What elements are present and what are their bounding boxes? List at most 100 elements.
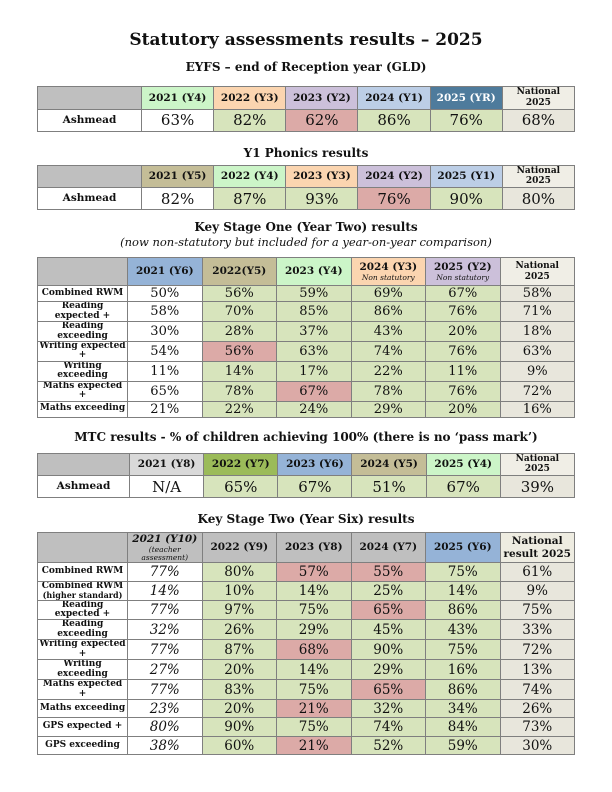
data-cell: 14% bbox=[425, 580, 501, 601]
table-row: Maths exceeding 23% 20% 21% 32% 34% 26% bbox=[37, 698, 575, 719]
row-label-text: Writing expected + bbox=[39, 639, 126, 659]
data-cell: 45% bbox=[350, 619, 426, 641]
section-ks1: Key Stage One (Year Two) results (now no… bbox=[0, 220, 612, 418]
data-cell: 67% bbox=[277, 475, 353, 499]
table-row: Writing expected +54% 56% 63% 74% 76% 63% bbox=[37, 340, 575, 362]
data-cell: 20% bbox=[201, 698, 277, 719]
col-header-note: (teacher assessment) bbox=[141, 544, 189, 562]
col-header: 2022 (Y7) bbox=[203, 452, 279, 477]
row-label-text: Maths exceeding bbox=[39, 403, 126, 414]
data-cell: 93% bbox=[285, 187, 359, 211]
col-header: National 2025 bbox=[499, 257, 575, 287]
col-header-label: 2021 (Y4) bbox=[148, 91, 207, 104]
ks1-results-table: 2021 (Y6) 2022(Y5) 2023 (Y4) 2024 (Y3) Non s… bbox=[37, 257, 575, 418]
col-header: 2025 (YR) bbox=[429, 86, 503, 110]
data-cell: 32% bbox=[127, 619, 203, 641]
data-cell: 11% bbox=[127, 360, 203, 382]
col-header: 2023 (Y6) bbox=[277, 452, 353, 477]
col-header: 2024 (Y5) bbox=[351, 452, 427, 477]
table-row: Writing exceeding 27% 20% 14% 29% 16% 13% bbox=[37, 659, 575, 681]
row-label-text: Reading expected + bbox=[54, 301, 111, 321]
data-cell: 87% bbox=[201, 639, 277, 661]
col-header-label: 2025 (Y2) bbox=[433, 261, 492, 274]
section-ks2: Key Stage Two (Year Six) results 2021 (Y… bbox=[0, 512, 612, 756]
section-heading-phonics: Y1 Phonics results bbox=[243, 145, 369, 160]
section-heading-ks1: Key Stage One (Year Two) results bbox=[194, 220, 418, 235]
data-cell: 54% bbox=[127, 340, 203, 362]
row-label: Ashmead bbox=[37, 187, 142, 211]
mtc-results-table: 2021 (Y8) 2022 (Y7) 2023 (Y6) 2024 (Y5) 2025… bbox=[37, 452, 576, 499]
page-title: Statutory assessments results – 2025 bbox=[129, 30, 483, 50]
col-header-label: 2024 (Y3) bbox=[359, 261, 418, 274]
row-label: Writing expected + bbox=[37, 639, 128, 661]
col-header-label: 2022 (Y4) bbox=[220, 170, 279, 183]
col-header: National result 2025 bbox=[499, 532, 575, 564]
data-cell: 11% bbox=[425, 360, 501, 382]
data-cell: 69% bbox=[350, 285, 426, 303]
col-header-note: Non statutory bbox=[361, 272, 415, 282]
col-header-label: 2022(Y5) bbox=[212, 265, 267, 278]
row-label-text: GPS expected + bbox=[42, 721, 123, 732]
col-header: 2024 (Y7) bbox=[350, 532, 426, 564]
col-header: 2023 (Y2) bbox=[285, 86, 359, 110]
row-label-text: Ashmead bbox=[62, 192, 117, 205]
table-row: Ashmead 63% 82% 62% 86% 76% 68% bbox=[37, 108, 576, 132]
data-cell: 63% bbox=[140, 108, 215, 132]
col-header: 2022 (Y9) bbox=[201, 532, 277, 564]
data-cell: 97% bbox=[201, 599, 277, 621]
data-cell: 26% bbox=[499, 698, 575, 719]
data-cell: 55% bbox=[350, 562, 426, 582]
data-cell: 58% bbox=[499, 285, 575, 303]
col-header-label: 2021 (Y5) bbox=[148, 170, 207, 183]
row-label: Ashmead bbox=[37, 475, 130, 499]
data-cell: 59% bbox=[425, 735, 501, 756]
eyfs-results-table: 2021 (Y4) 2022 (Y3) 2023 (Y2) 2024 (Y1) 2025… bbox=[37, 86, 576, 132]
data-cell: 14% bbox=[201, 360, 277, 382]
col-header-label: 2023 (Y2) bbox=[293, 91, 351, 104]
col-header-label: 2023 (Y3) bbox=[293, 170, 351, 183]
data-cell: 67% bbox=[276, 380, 352, 402]
row-label: Maths expected + bbox=[37, 380, 128, 402]
data-cell: 65% bbox=[203, 475, 279, 499]
table-row: GPS expected + 80% 90% 75% 74% 84% 73% bbox=[37, 717, 575, 737]
data-cell: 85% bbox=[276, 301, 352, 323]
section-phonics: Y1 Phonics results 2021 (Y5) 2022 (Y4) 202… bbox=[0, 146, 612, 211]
table-row: Combined RWM (higher standard) 14% 10% 14% 25… bbox=[37, 580, 575, 601]
table-row: Writing exceeding 11% 14% 17% 22% 11% 9% bbox=[37, 360, 575, 382]
data-cell: 22% bbox=[201, 400, 277, 418]
data-cell: 63% bbox=[276, 340, 352, 362]
data-cell: 50% bbox=[127, 285, 203, 303]
data-cell: 86% bbox=[350, 301, 426, 323]
data-cell: 70% bbox=[201, 301, 277, 323]
table-row: Ashmead 82% 87% 93% 76% 90% 80% bbox=[37, 187, 576, 211]
col-header: 2025 (Y6) bbox=[425, 532, 501, 564]
row-label-text: Combined RWM bbox=[41, 566, 124, 577]
data-cell: 51% bbox=[351, 475, 427, 499]
header-row: 2021 (Y4) 2022 (Y3) 2023 (Y2) 2024 (Y1) 2025… bbox=[37, 86, 576, 110]
data-cell: 73% bbox=[499, 717, 575, 737]
data-cell: 74% bbox=[350, 717, 426, 737]
table-row: Maths expected +77% 83% 75% 65% 86% 74% bbox=[37, 679, 575, 700]
data-cell: 67% bbox=[425, 475, 501, 499]
col-header-label: 2025 (Y6) bbox=[433, 541, 492, 554]
table-mtc: 2021 (Y8) 2022 (Y7) 2023 (Y6) 2024 (Y5) 2025… bbox=[0, 452, 612, 499]
data-cell: 76% bbox=[357, 187, 431, 211]
row-sublabel-text: (higher standard) bbox=[42, 590, 123, 601]
col-header: 2022 (Y3) bbox=[213, 86, 287, 110]
data-cell: 61% bbox=[499, 562, 575, 582]
phonics-results-table: 2021 (Y5) 2022 (Y4) 2023 (Y3) 2024 (Y2) 2025… bbox=[37, 164, 576, 211]
data-cell: 74% bbox=[499, 679, 575, 700]
col-header-label: 2021 (Y10) bbox=[132, 533, 198, 546]
data-cell: 57% bbox=[276, 562, 352, 582]
col-header: 2021 (Y10) (teacher assessment) bbox=[127, 532, 203, 564]
data-cell: 22% bbox=[350, 360, 426, 382]
data-cell: 34% bbox=[425, 698, 501, 719]
row-label-text: Maths exceeding bbox=[39, 702, 126, 713]
data-cell: 16% bbox=[499, 400, 575, 418]
col-header-label: National 2025 bbox=[515, 453, 560, 475]
data-cell: 43% bbox=[425, 619, 501, 641]
col-header-note: Non statutory bbox=[436, 272, 490, 282]
data-cell: 77% bbox=[127, 679, 203, 700]
data-cell: 78% bbox=[350, 380, 426, 402]
row-label: Writing exceeding bbox=[37, 360, 128, 382]
